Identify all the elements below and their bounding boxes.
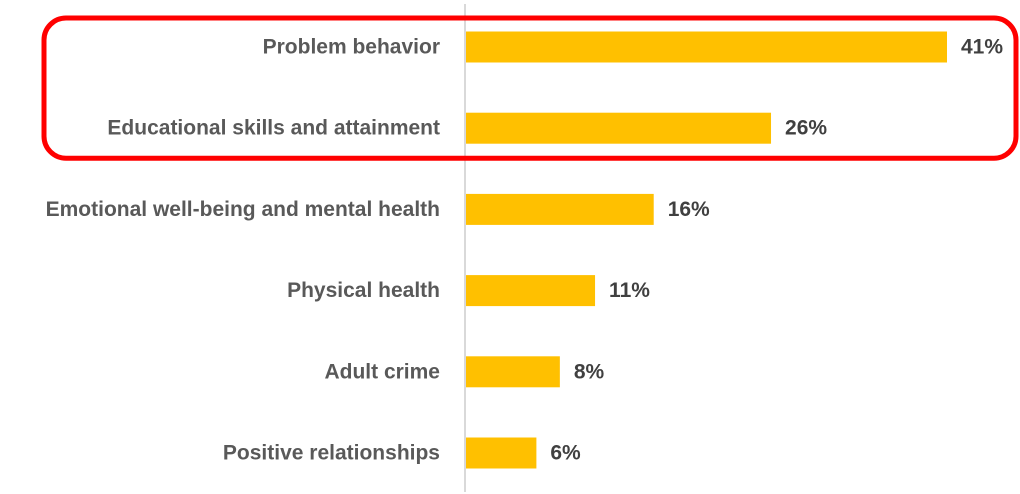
bar-5 bbox=[466, 437, 537, 469]
highlight-box bbox=[41, 15, 1019, 161]
bar-3 bbox=[466, 275, 596, 307]
bar-4 bbox=[466, 356, 560, 388]
value-label-4: 8% bbox=[574, 360, 605, 383]
bars-group bbox=[466, 31, 947, 469]
value-labels-group: 41% 26% 16% 11% 8% 6% bbox=[550, 36, 1003, 465]
value-label-1: 26% bbox=[785, 117, 827, 140]
category-label-0: Problem behavior bbox=[263, 36, 440, 59]
category-label-1: Educational skills and attainment bbox=[107, 117, 440, 140]
bar-2 bbox=[466, 193, 654, 225]
category-label-3: Physical health bbox=[287, 279, 440, 302]
category-label-5: Positive relationships bbox=[223, 442, 440, 465]
value-label-2: 16% bbox=[668, 198, 710, 221]
value-label-5: 6% bbox=[550, 442, 581, 465]
category-labels-group: Problem behavior Educational skills and a… bbox=[46, 36, 440, 465]
category-label-4: Adult crime bbox=[324, 360, 440, 383]
bar-0 bbox=[466, 31, 947, 63]
bar-1 bbox=[466, 112, 772, 144]
category-label-2: Emotional well-being and mental health bbox=[46, 198, 440, 221]
value-label-0: 41% bbox=[961, 36, 1003, 59]
value-label-3: 11% bbox=[609, 279, 650, 302]
